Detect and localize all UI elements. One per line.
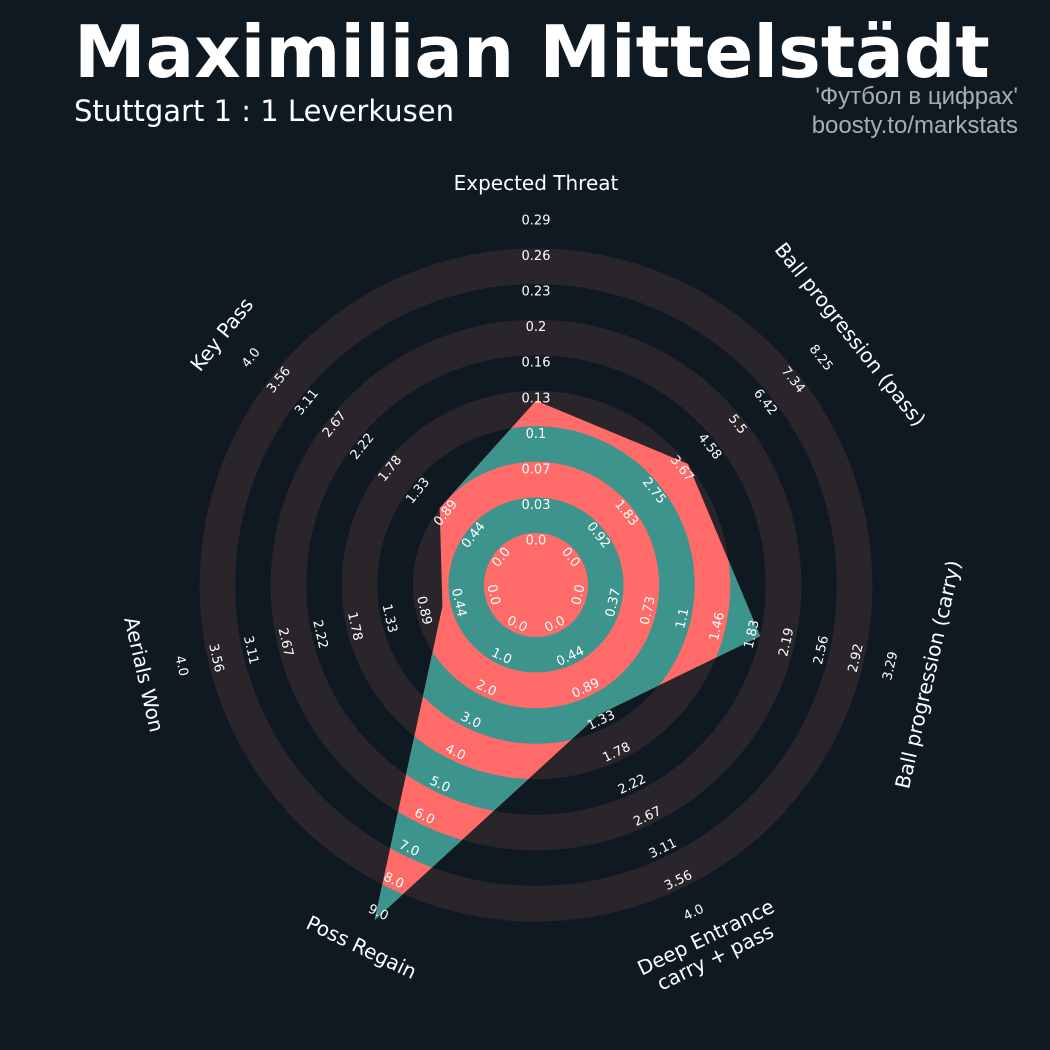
axis-label: Deep Entrancecarry + pass	[633, 894, 787, 1000]
tick-label: 1.83	[742, 619, 763, 651]
tick-label: 0.89	[413, 595, 434, 627]
tick-label: 4.0	[172, 654, 191, 678]
axis-label: Ball progression (carry)	[890, 558, 965, 791]
axis-label: Poss Regain	[303, 911, 421, 984]
tick-label: 8.25	[806, 342, 836, 374]
tick-label: 1.33	[379, 603, 400, 635]
tick-label: 3.56	[205, 642, 226, 674]
tick-label: 0.29	[522, 214, 551, 229]
credit-line-2: boosty.to/markstats	[811, 112, 1018, 139]
tick-label: 0.37	[603, 587, 624, 619]
tick-label: 4.0	[681, 902, 706, 924]
tick-label: 0.1	[526, 427, 547, 442]
match-subtitle: Stuttgart 1 : 1 Leverkusen	[74, 94, 454, 128]
tick-label: 3.29	[880, 650, 901, 682]
tick-label: 0.16	[522, 356, 551, 371]
tick-label: 0.13	[522, 391, 551, 406]
tick-label: 2.22	[309, 619, 330, 651]
tick-label: 1.46	[707, 611, 728, 643]
credit-line-1: 'Футбол в цифрах'	[815, 83, 1018, 110]
tick-label: 0.0	[569, 583, 588, 607]
player-title: Maximilian Mittelstädt	[74, 10, 990, 94]
tick-label: 0.44	[448, 587, 469, 619]
tick-label: 2.92	[846, 642, 867, 674]
axis-label: Aerials Won	[119, 614, 169, 734]
tick-label: 0.73	[638, 595, 659, 627]
tick-label: 0.26	[522, 249, 551, 264]
credit-block: 'Футбол в цифрах' boosty.to/markstats	[812, 82, 1018, 140]
tick-label: 1.1	[673, 607, 692, 631]
tick-label: 0.0	[526, 534, 547, 549]
tick-label: 2.67	[275, 626, 296, 658]
polygon-band	[448, 497, 624, 673]
center-disc	[484, 533, 588, 637]
tick-label: 0.03	[522, 498, 551, 513]
axis-label: Expected Threat	[454, 171, 619, 195]
tick-label: 0.23	[522, 285, 551, 300]
tick-label: 0.0	[483, 583, 502, 607]
tick-label: 4.0	[239, 345, 264, 371]
tick-label: 0.07	[522, 462, 551, 477]
tick-label: 1.78	[344, 611, 365, 643]
tick-label: 3.11	[240, 634, 261, 666]
tick-label: 2.19	[776, 626, 797, 658]
tick-label: 2.56	[811, 634, 832, 666]
tick-label: 0.2	[526, 320, 547, 335]
